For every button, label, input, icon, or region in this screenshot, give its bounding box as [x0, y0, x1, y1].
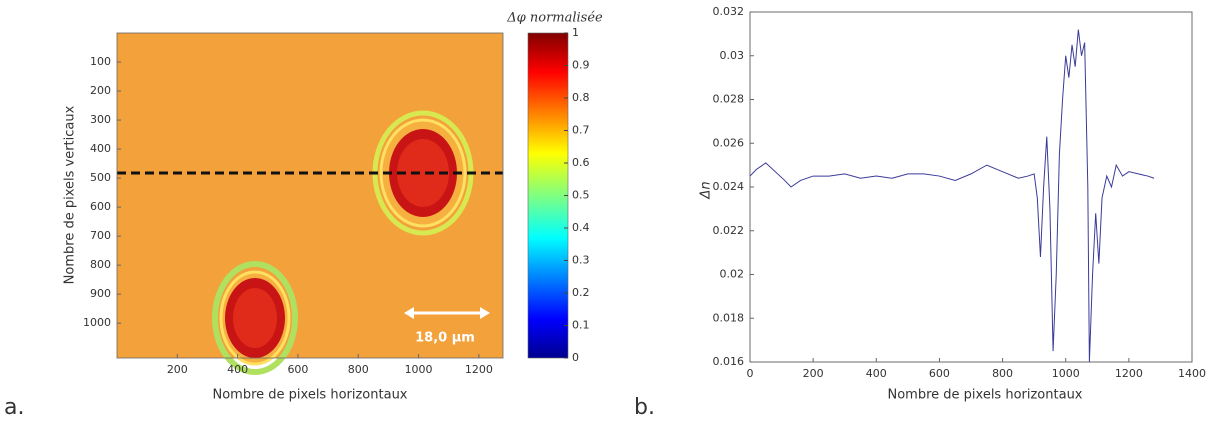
x-tick-label: 800 [348, 363, 369, 376]
x-axis-label: Nombre de pixels horizontaux [213, 388, 408, 403]
x-tick-label: 1200 [1115, 367, 1143, 380]
scale-annotation: 18,0 µm [415, 331, 475, 346]
panel-label: b. [634, 395, 655, 420]
x-tick-label: 1200 [465, 363, 493, 376]
colorbar-tick-label: 1 [572, 26, 579, 39]
y-tick-label: 200 [90, 84, 111, 97]
heatmap-image [117, 32, 569, 375]
y-tick-label: 900 [90, 287, 111, 300]
colorbar-tick-label: 0.7 [572, 124, 590, 137]
plot-frame [749, 11, 1193, 363]
x-tick-label: 400 [227, 363, 248, 376]
y-tick-label: 0.028 [713, 93, 745, 106]
x-tick-label: 200 [803, 367, 824, 380]
y-tick-label: 800 [90, 258, 111, 271]
y-tick-label: 300 [90, 113, 111, 126]
y-tick-label: 0.02 [720, 268, 745, 281]
y-axis-label: Nombre de pixels verticaux [63, 105, 78, 284]
y-tick-label: 400 [90, 142, 111, 155]
colorbar-tick-label: 0.6 [572, 156, 590, 169]
colorbar-tick-label: 0.3 [572, 254, 590, 267]
x-axis-label: Nombre de pixels horizontaux [888, 388, 1083, 403]
x-tick-label: 600 [287, 363, 308, 376]
data-line [749, 29, 1155, 363]
y-tick-label: 1000 [83, 316, 111, 329]
colorbar-tick-label: 0.2 [572, 286, 590, 299]
x-tick-label: 200 [167, 363, 188, 376]
colorbar-tick-label: 0.4 [572, 221, 590, 234]
x-tick-label: 600 [929, 367, 950, 380]
colorbar-tick-label: 0.9 [572, 59, 590, 72]
x-tick-label: 0 [747, 367, 754, 380]
x-tick-label: 1000 [1052, 367, 1080, 380]
y-tick-label: 600 [90, 200, 111, 213]
x-tick-label: 1000 [405, 363, 433, 376]
y-tick-label: 0.03 [720, 49, 745, 62]
y-axis-label: Δn [699, 181, 714, 199]
colorbar-tick-label: 0.5 [572, 189, 590, 202]
y-tick-label: 0.016 [713, 355, 745, 368]
colorbar-tick-label: 0.8 [572, 91, 590, 104]
colorbar-label: Δφ normalisée [506, 11, 603, 26]
x-tick-label: 1400 [1178, 367, 1206, 380]
colorbar-tick-label: 0 [572, 351, 579, 364]
y-tick-label: 0.026 [713, 136, 745, 149]
y-tick-label: 0.022 [713, 224, 745, 237]
y-tick-label: 500 [90, 171, 111, 184]
colorbar-tick-label: 0.1 [572, 319, 590, 332]
y-tick-label: 700 [90, 229, 111, 242]
y-tick-label: 0.024 [713, 180, 745, 193]
y-tick-label: 100 [90, 55, 111, 68]
axes-frame [116, 32, 504, 359]
y-tick-label: 0.018 [713, 311, 745, 324]
panel-label: a. [4, 395, 24, 420]
x-tick-label: 400 [866, 367, 887, 380]
x-tick-label: 800 [992, 367, 1013, 380]
y-tick-label: 0.032 [713, 5, 745, 18]
